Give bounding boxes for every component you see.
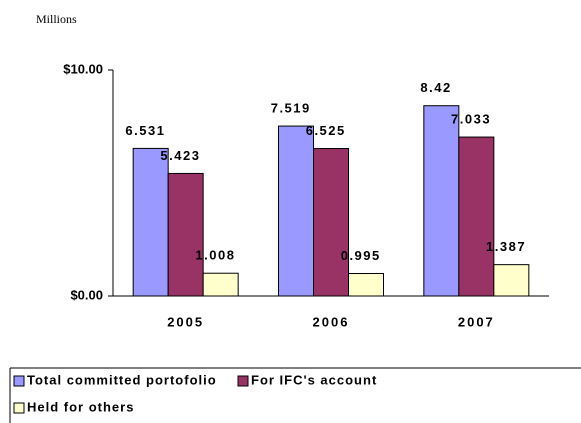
bar bbox=[278, 125, 314, 297]
legend-swatch bbox=[237, 375, 249, 387]
data-label: 8.42 bbox=[420, 80, 451, 95]
bar bbox=[132, 147, 169, 297]
x-tick-label: 2005 bbox=[167, 314, 204, 329]
bar bbox=[167, 172, 204, 297]
data-label: 1.387 bbox=[486, 239, 526, 254]
chart-subtitle: Millions bbox=[36, 12, 77, 26]
bar bbox=[493, 264, 530, 297]
bar bbox=[458, 136, 495, 297]
data-label: 6.531 bbox=[125, 123, 165, 138]
data-label: 5.423 bbox=[160, 148, 200, 163]
y-tick-label: $10.00 bbox=[63, 61, 103, 76]
y-tick-label: $0.00 bbox=[70, 287, 103, 302]
bar bbox=[423, 105, 460, 297]
legend-label: For IFC's account bbox=[251, 372, 377, 387]
bar bbox=[202, 272, 239, 297]
data-label: 1.008 bbox=[195, 248, 235, 263]
legend-swatch bbox=[13, 402, 25, 414]
bar bbox=[313, 148, 349, 297]
legend-label: Total committed portofolio bbox=[27, 372, 217, 387]
data-label: 0.995 bbox=[341, 248, 381, 263]
data-label: 6.525 bbox=[306, 123, 346, 138]
x-tick-label: 2007 bbox=[458, 314, 495, 329]
data-label: 7.519 bbox=[271, 101, 311, 116]
legend-label: Held for others bbox=[27, 399, 134, 414]
x-tick-label: 2006 bbox=[313, 314, 350, 329]
legend-swatch bbox=[13, 375, 25, 387]
data-label: 7.033 bbox=[451, 111, 491, 126]
bar bbox=[348, 273, 384, 297]
